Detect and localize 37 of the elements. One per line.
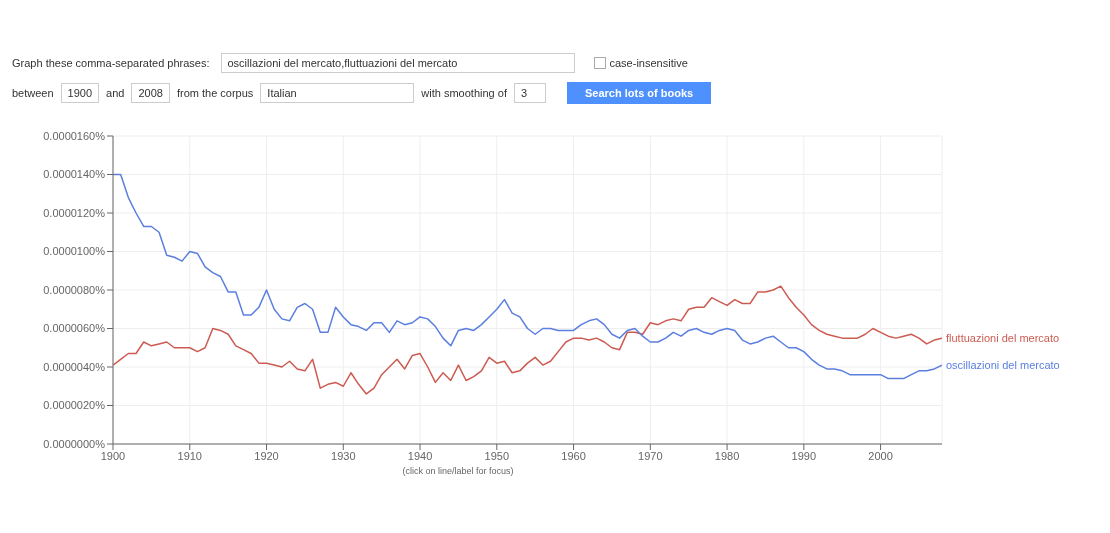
text: 3 [513,83,546,103]
y-tick-label: 0.0000000% [43,437,106,450]
y-tick-label: 0.0000060% [43,322,106,335]
y-tick-label: 0.0000040% [43,360,106,373]
x-tick-label: 1950 [484,449,510,462]
y-tick-label: 0.0000160% [43,129,106,142]
text: Search lots of books [566,82,712,104]
text: from the corpus [176,87,254,99]
y-tick-label: 0.0000100% [43,245,106,258]
text: between [12,87,54,99]
x-tick-label: 1930 [331,449,356,462]
text: Italian [260,83,415,103]
series-label: fluttuazioni del mercato [946,332,1060,345]
text: Graph these comma-separated phrases: [12,57,210,69]
x-tick-label: 1940 [407,449,433,462]
x-tick-label: 1910 [177,449,202,462]
x-tick-label: 1900 [100,449,126,462]
line-series [113,173,942,380]
text: 1900 [60,83,100,103]
x-tick-label: 1960 [561,449,586,462]
series-label: oscillazioni del mercato [946,359,1060,372]
line-series [113,285,942,395]
x-tick-label: 1980 [714,449,740,462]
x-tick-label: 2000 [868,449,893,462]
text: (click on line/label for focus) [401,466,515,476]
text: 2008 [131,83,170,103]
text: and [106,87,125,99]
x-tick-label: 1920 [254,449,279,462]
text: with smoothing of [421,87,507,99]
y-tick-label: 0.0000020% [43,399,106,412]
y-tick-label: 0.0000080% [43,283,106,296]
text: oscillazioni del mercato,fluttuazioni del mercato [220,53,575,73]
y-tick-label: 0.0000140% [43,168,106,181]
y-tick-label: 0.0000120% [43,206,106,219]
text: case-insensitive [608,57,688,69]
x-tick-label: 1990 [791,449,817,462]
x-tick-label: 1970 [638,449,663,462]
